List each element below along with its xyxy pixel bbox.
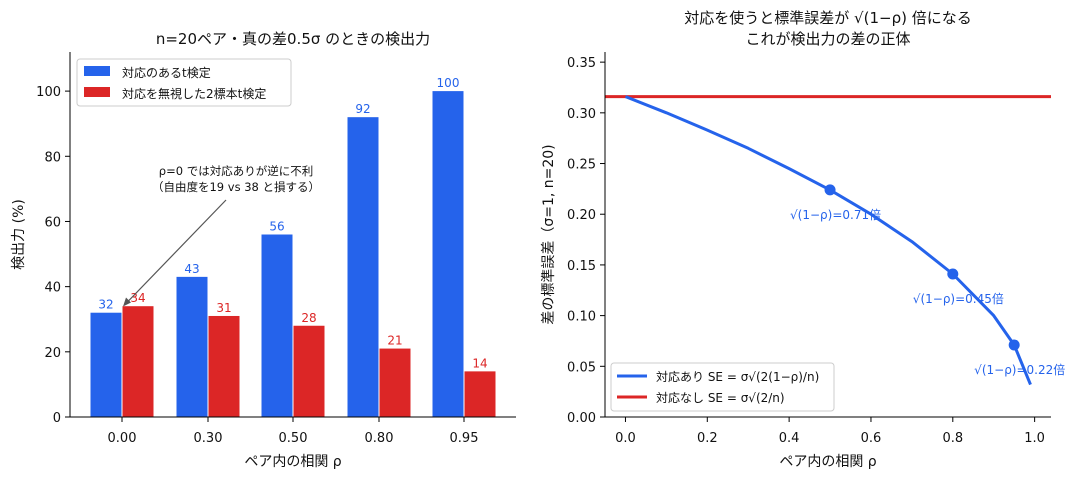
x-tick-label: 0.80 [365,431,394,446]
bar-paired [90,312,122,417]
x-tick-label: 0.8 [942,431,963,446]
bar-unpaired [379,348,411,417]
bar-value-label: 43 [184,262,199,276]
legend-box [76,58,292,107]
point-label: √(1−ρ)=0.71倍 [790,207,881,222]
annotation-arrow [126,199,227,303]
bar-chart-power: n=20ペア・真の差0.5σ のときの検出力 32 43 56 92 100 34 31 28 2… [11,30,516,470]
bar-unpaired [122,306,154,417]
bar-value-label: 21 [387,334,402,348]
legend-box [610,362,835,412]
y-tick-label: 0.35 [567,56,596,71]
x-tick-label: 0.50 [279,431,308,446]
legend-label: 対応なし SE = σ√(2/n) [656,391,785,405]
annotation-text: （自由度を19 vs 38 と損する） [152,180,320,194]
x-axis-label: ペア内の相関 ρ [779,454,876,470]
x-tick-label: 0.6 [861,431,882,446]
legend-label: 対応を無視した2標本t検定 [122,86,266,101]
point-label: √(1−ρ)=0.22倍 [974,362,1065,377]
chart-title: n=20ペア・真の差0.5σ のときの検出力 [156,30,430,48]
bar-value-label: 31 [216,301,231,315]
data-point [1008,339,1020,351]
y-tick-label: 40 [44,281,61,296]
bar-value-label: 32 [98,298,113,312]
annotation-arrowhead [123,297,131,307]
chart-subtitle: これが検出力の差の正体 [745,30,910,48]
y-tick-label: 80 [44,150,61,165]
x-tick-label: 0.0 [615,431,636,446]
bar-paired [347,117,379,417]
y-tick-label: 0 [53,411,61,426]
y-tick-label: 0.15 [567,259,596,274]
chart-title: 対応を使うと標準誤差が √(1−ρ) 倍になる [684,9,971,27]
y-tick-label: 0.05 [567,360,596,375]
y-tick-label: 0.25 [567,158,596,173]
x-tick-label: 0.00 [108,431,137,446]
series-line-paired [624,95,1032,386]
y-tick-label: 0.30 [567,107,596,122]
bar-value-label: 14 [472,356,487,370]
bar-value-label: 56 [269,220,284,234]
x-tick-label: 0.95 [450,431,479,446]
x-tick-label: 0.30 [194,431,223,446]
bar-paired [176,276,208,417]
y-axis-label: 検出力 (%) [11,199,27,270]
bar-value-label: 28 [301,311,316,325]
y-tick-label: 20 [44,346,61,361]
y-tick-label: 0.00 [567,411,596,426]
y-tick-label: 100 [36,85,61,100]
data-point [824,184,836,196]
x-axis-label: ペア内の相関 ρ [244,454,341,470]
bar-unpaired [293,325,325,417]
y-axis-label: 差の標準誤差（σ=1, n=20) [541,144,557,324]
point-label: √(1−ρ)=0.45倍 [913,291,1004,306]
data-point [947,268,959,280]
y-tick-label: 0.20 [567,208,596,223]
x-tick-label: 0.4 [779,431,800,446]
x-tick-label: 1.0 [1024,431,1045,446]
bar-unpaired [464,371,496,417]
y-tick-label: 60 [44,215,61,230]
legend-swatch [84,87,110,97]
bar-paired [432,91,464,417]
x-tick-label: 0.2 [697,431,718,446]
legend-swatch [84,66,110,76]
legend-label: 対応あり SE = σ√(2(1−ρ)/n) [656,370,819,384]
bar-unpaired [208,315,240,417]
annotation-text: ρ=0 では対応ありが逆に不利 [159,164,313,178]
bar-value-label: 100 [437,76,460,90]
y-tick-label: 0.10 [567,310,596,325]
bar-value-label: 92 [355,102,370,116]
bar-value-label: 34 [130,291,145,305]
bar-paired [261,234,293,417]
legend-label: 対応のあるt検定 [122,65,211,80]
